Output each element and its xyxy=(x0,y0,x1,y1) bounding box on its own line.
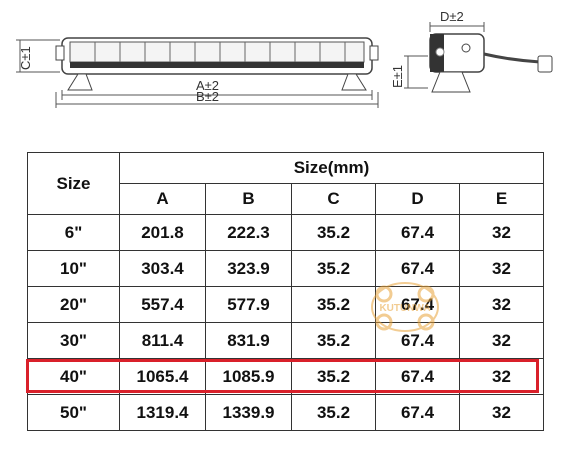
dimension-c xyxy=(16,39,60,73)
size-cell: 6" xyxy=(27,214,120,251)
value-cell: 32 xyxy=(458,250,545,287)
value-cell: 35.2 xyxy=(291,250,376,287)
dimension-drawing: C±1 A±2 B±2 xyxy=(16,9,553,108)
size-cell: 10" xyxy=(27,250,120,287)
value-cell: 32 xyxy=(458,214,545,251)
value-cell: 35.2 xyxy=(291,394,376,431)
value-cell: 35.2 xyxy=(291,214,376,251)
value-cell: 32 xyxy=(458,358,545,395)
dimension-b xyxy=(55,92,379,108)
value-cell: 303.4 xyxy=(119,250,206,287)
column-header-b: B xyxy=(205,183,292,215)
value-cell: 222.3 xyxy=(205,214,292,251)
table-row: 10" 303.4 323.9 35.2 67.4 32 xyxy=(27,250,545,287)
column-header-c: C xyxy=(291,183,376,215)
label-d: D±2 xyxy=(440,9,464,24)
value-cell: 811.4 xyxy=(119,322,206,359)
table-row: 30" 811.4 831.9 35.2 67.4 32 xyxy=(27,322,545,359)
value-cell: 32 xyxy=(458,322,545,359)
column-header-a: A xyxy=(119,183,206,215)
table-row: 6" 201.8 222.3 35.2 67.4 32 xyxy=(27,214,545,251)
column-header-e: E xyxy=(458,183,545,215)
table-row: 50" 1319.4 1339.9 35.2 67.4 32 xyxy=(27,394,545,431)
value-cell: 32 xyxy=(458,286,545,323)
value-cell: 67.4 xyxy=(375,214,460,251)
size-cell: 20" xyxy=(27,286,120,323)
value-cell: 67.4 xyxy=(375,358,460,395)
value-cell: 323.9 xyxy=(205,250,292,287)
watermark-logo: KUTUNWA xyxy=(371,282,439,332)
dimension-e xyxy=(404,55,428,89)
size-cell: 30" xyxy=(27,322,120,359)
value-cell: 201.8 xyxy=(119,214,206,251)
value-cell: 35.2 xyxy=(291,286,376,323)
value-cell: 1065.4 xyxy=(119,358,206,395)
light-bar-front-view xyxy=(55,37,379,91)
value-cell: 32 xyxy=(458,394,545,431)
dimension-a xyxy=(61,90,373,100)
value-cell: 1319.4 xyxy=(119,394,206,431)
value-cell: 577.9 xyxy=(205,286,292,323)
value-cell: 35.2 xyxy=(291,358,376,395)
label-b: B±2 xyxy=(196,89,219,104)
label-c: C±1 xyxy=(18,46,33,70)
label-a: A±2 xyxy=(196,78,219,93)
value-cell: 67.4 xyxy=(375,394,460,431)
size-mm-group-header: Size(mm) xyxy=(118,152,545,184)
label-e: E±1 xyxy=(390,65,405,88)
watermark-text: KUTUNWA xyxy=(379,303,430,314)
value-cell: 557.4 xyxy=(119,286,206,323)
size-cell: 40" xyxy=(27,358,120,395)
dimension-d xyxy=(429,22,485,32)
value-cell: 35.2 xyxy=(291,322,376,359)
size-column-header: Size xyxy=(27,152,120,215)
size-spec-table: Size Size(mm) A B C D E 6" 201.8 222.3 3… xyxy=(27,152,545,431)
table-row: 20" 557.4 577.9 35.2 67.4 32 xyxy=(27,286,545,323)
size-cell: 50" xyxy=(27,394,120,431)
table-row-highlighted: 40" 1065.4 1085.9 35.2 67.4 32 xyxy=(27,358,545,395)
light-bar-side-view xyxy=(429,33,553,93)
value-cell: 1339.9 xyxy=(205,394,292,431)
column-header-d: D xyxy=(375,183,460,215)
value-cell: 1085.9 xyxy=(205,358,292,395)
value-cell: 831.9 xyxy=(205,322,292,359)
